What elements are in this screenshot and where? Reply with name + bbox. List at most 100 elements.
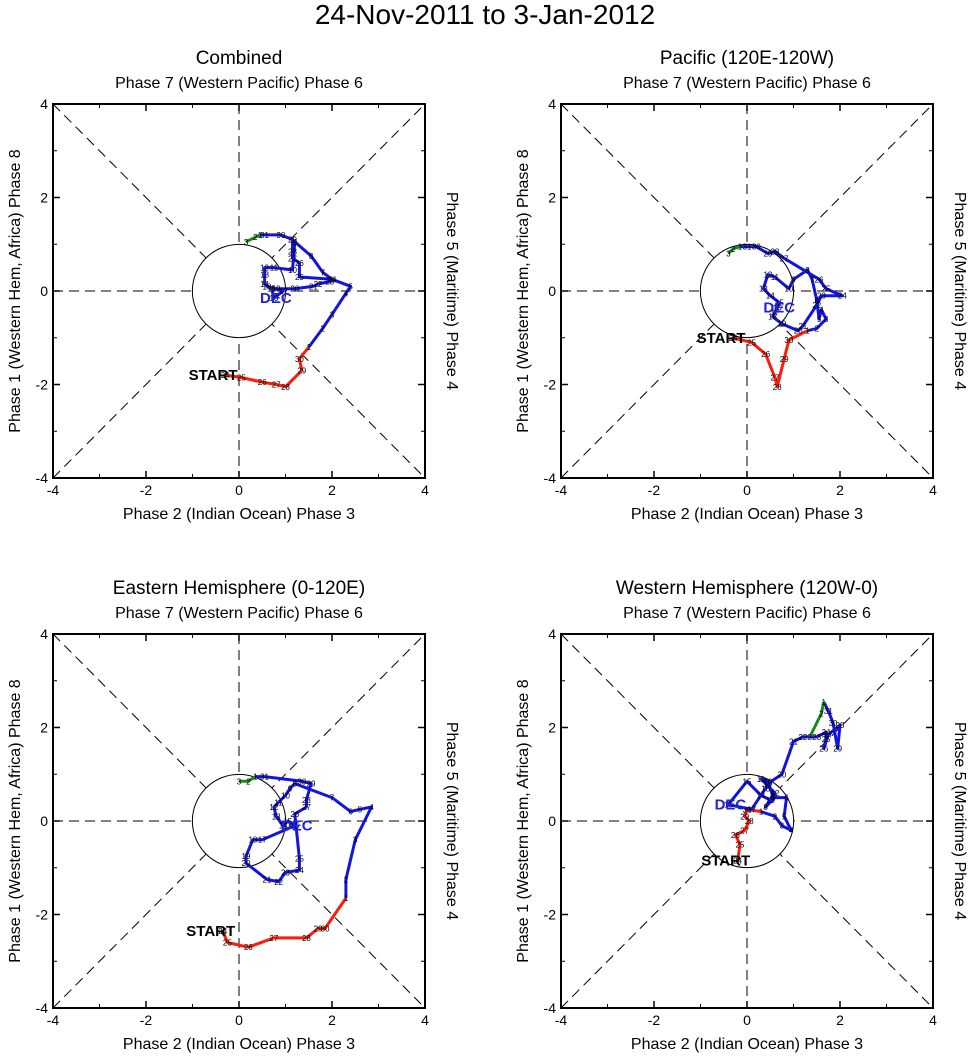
top-axis-label: Phase 7 (Western Pacific) Phase 6 — [623, 605, 871, 622]
day-label: 30 — [297, 777, 306, 786]
day-label: 29 — [780, 355, 789, 364]
day-label: 23 — [281, 868, 290, 877]
series-line-nov — [733, 807, 762, 861]
x-tick-label: 4 — [421, 482, 429, 498]
day-label: 19 — [272, 285, 281, 294]
day-label: 29 — [314, 925, 323, 934]
day-label: 19 — [242, 852, 251, 861]
day-label: 12 — [763, 271, 772, 280]
day-label: 23 — [325, 278, 334, 287]
day-label: 2 — [815, 324, 820, 333]
month-label-dec: DEC — [260, 290, 292, 307]
day-label: 7 — [320, 268, 325, 277]
day-label: 8 — [805, 266, 810, 275]
series-line-jan — [239, 775, 257, 783]
y-tick-label: 0 — [548, 813, 556, 829]
panel-title: Western Hemisphere (120W-0) — [616, 578, 878, 599]
y-axis-label: Phase 1 (Western Hem, Africa) Phase 8 — [7, 679, 24, 962]
y-axis-label: Phase 1 (Western Hem, Africa) Phase 8 — [7, 149, 24, 432]
day-label: 25 — [295, 854, 304, 863]
day-label: 22 — [274, 878, 283, 887]
series-line-jan — [245, 233, 261, 244]
day-label: 30 — [752, 243, 761, 252]
day-label: 30 — [295, 355, 304, 364]
series-line-dec — [726, 701, 842, 832]
day-label: 26 — [815, 275, 824, 284]
x-tick-label: 0 — [235, 482, 243, 498]
day-label: 1 — [344, 894, 349, 903]
day-label: 18 — [761, 784, 770, 793]
day-label: 29 — [740, 812, 749, 821]
panel-title: Pacific (120E-120W) — [660, 48, 834, 69]
day-label: 26 — [258, 378, 267, 387]
day-label: 20 — [794, 327, 803, 336]
day-label: 24 — [838, 292, 847, 301]
x-tick-label: -2 — [140, 1012, 153, 1028]
day-label: 3 — [244, 238, 249, 247]
day-label: 17 — [747, 805, 756, 814]
day-label: 22 — [812, 301, 821, 310]
day-label: 9 — [293, 238, 298, 247]
x-tick-label: -4 — [555, 1012, 568, 1028]
day-label: 28 — [770, 247, 779, 256]
x-axis-label: Phase 2 (Indian Ocean) Phase 3 — [123, 506, 355, 523]
day-label: 30 — [276, 231, 285, 240]
month-label-dec: DEC — [281, 818, 313, 835]
day-label: 10 — [763, 777, 772, 786]
day-label: 11 — [771, 273, 780, 282]
day-label: 12 — [269, 803, 278, 812]
day-label: 28 — [836, 721, 845, 730]
day-label: 2 — [819, 709, 824, 718]
day-label: 27 — [824, 731, 833, 740]
y-axis-label: Phase 1 (Western Hem, Africa) Phase 8 — [515, 679, 532, 962]
day-label: 10 — [281, 791, 290, 800]
unit-circle — [191, 773, 287, 869]
day-label: 1 — [759, 808, 764, 817]
day-label: 13 — [260, 271, 269, 280]
day-label: 22 — [314, 280, 323, 289]
day-label: 2 — [773, 812, 778, 821]
x-tick-label: 0 — [235, 1012, 243, 1028]
series-line-dec — [259, 233, 353, 348]
day-label: 28 — [288, 247, 297, 256]
day-label: 26 — [295, 259, 304, 268]
day-label: 6 — [348, 808, 353, 817]
day-label: 11 — [274, 798, 283, 807]
top-axis-label: Phase 7 (Western Pacific) Phase 6 — [623, 75, 871, 92]
right-axis-label: Phase 5 (Maritime) Phase 4 — [443, 722, 460, 920]
day-label: 31 — [743, 243, 752, 252]
day-label: 3 — [780, 822, 785, 831]
y-tick-label: 2 — [40, 190, 48, 206]
x-tick-label: -4 — [47, 1012, 60, 1028]
series-line-nov — [224, 346, 310, 389]
day-label: 5 — [358, 805, 363, 814]
day-label: 1 — [805, 327, 810, 336]
day-label: 3 — [726, 250, 731, 259]
panel-title: Eastern Hemisphere (0-120E) — [113, 578, 365, 599]
day-label: 16 — [724, 801, 733, 810]
day-label: 30 — [784, 336, 793, 345]
day-label: 31 — [260, 231, 269, 240]
day-label: 2 — [344, 875, 349, 884]
x-tick-label: 2 — [328, 1012, 336, 1028]
day-label: 5 — [782, 812, 787, 821]
day-label: 17 — [770, 308, 779, 317]
day-label: 7 — [810, 275, 815, 284]
day-label: 14 — [756, 791, 765, 800]
y-tick-label: 2 — [548, 190, 556, 206]
day-label: 13 — [272, 812, 281, 821]
day-label: 13 — [766, 796, 775, 805]
x-tick-label: 4 — [929, 1012, 937, 1028]
day-label: 6 — [815, 296, 820, 305]
day-label: 16 — [290, 822, 299, 831]
x-axis-label: Phase 2 (Indian Ocean) Phase 3 — [631, 1036, 863, 1053]
series-line-jan — [808, 701, 826, 738]
day-label: 17 — [258, 836, 267, 845]
day-label: 27 — [269, 934, 278, 943]
month-label-dec: DEC — [715, 797, 747, 814]
